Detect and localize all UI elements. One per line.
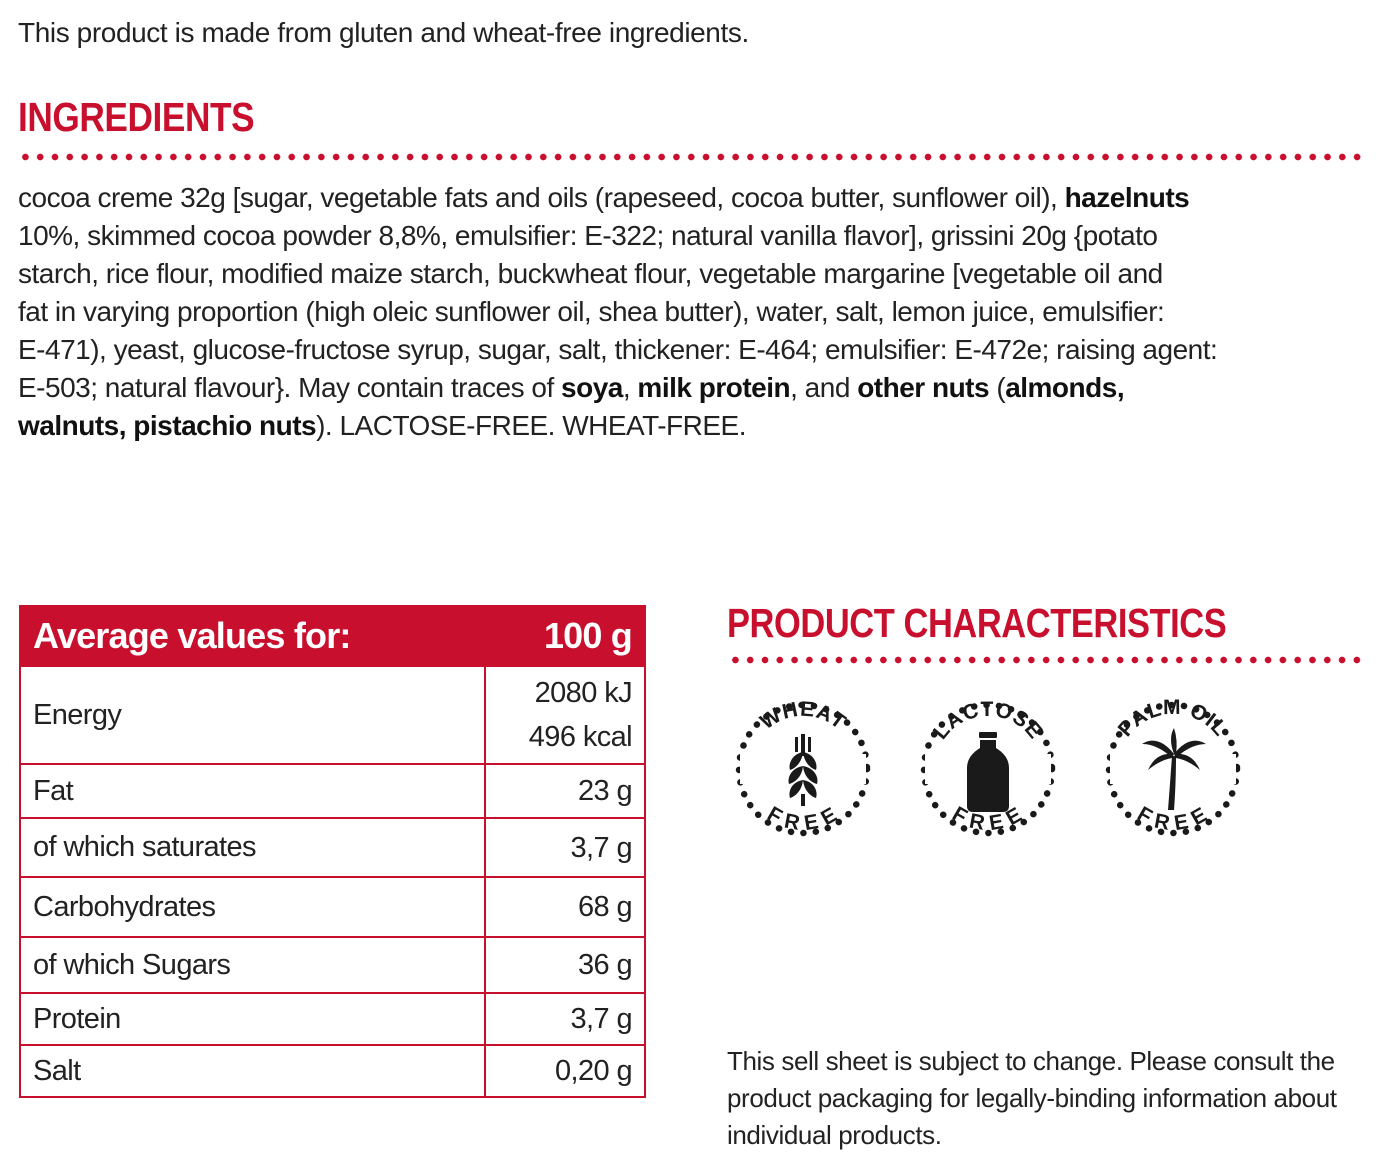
ingredients-text: cocoa creme 32g [sugar, vegetable fats a… <box>18 179 1368 445</box>
ingredient-text: starch, rice flour, modified maize starc… <box>18 258 1163 289</box>
nutrition-row-energy: Energy 2080 kJ 496 kcal <box>19 665 646 765</box>
ingredients-line: starch, rice flour, modified maize starc… <box>18 255 1368 293</box>
badge-top-label: WHEAT <box>756 698 850 735</box>
energy-kj-value: 2080 kJ <box>534 677 633 709</box>
wheat-free-badge: WHEAT FREE <box>735 698 871 837</box>
nutrition-label: Carbohydrates <box>19 876 486 938</box>
nutrition-label: of which saturates <box>19 817 486 878</box>
ingredient-text: E-471), yeast, glucose-fructose syrup, s… <box>18 334 1218 365</box>
nutrition-header-row: Average values for: 100 g <box>19 605 646 667</box>
nutrition-row-fat: Fat 23 g <box>19 763 646 819</box>
ingredients-dotted-divider <box>18 153 1364 161</box>
nutrition-label: of which Sugars <box>19 936 486 994</box>
characteristics-dotted-divider <box>728 656 1368 664</box>
ingredient-text: ( <box>989 372 1006 403</box>
nutrition-value: 68 g <box>484 876 646 938</box>
allergen-text: hazelnuts <box>1064 182 1190 213</box>
ingredient-text: fat in varying proportion (high oleic su… <box>18 296 1165 327</box>
ingredient-text: , <box>622 372 638 403</box>
nutrition-row-saturates: of which saturates 3,7 g <box>19 817 646 878</box>
ingredient-text: cocoa creme 32g [sugar, vegetable fats a… <box>18 182 1065 213</box>
nutrition-row-protein: Protein 3,7 g <box>19 992 646 1046</box>
allergen-text: other nuts <box>857 372 990 403</box>
lactose-free-badge: LACTOSE FREE <box>920 698 1056 837</box>
ingredients-line: walnuts, pistachio nuts). LACTOSE-FREE. … <box>18 407 1368 445</box>
nutrition-value: 3,7 g <box>484 817 646 878</box>
nutrition-header-label: Average values for: <box>19 605 486 667</box>
nutrition-value: 36 g <box>484 936 646 994</box>
ingredients-line: cocoa creme 32g [sugar, vegetable fats a… <box>18 179 1368 217</box>
dotted-ring <box>920 701 1056 837</box>
ingredients-line: E-471), yeast, glucose-fructose syrup, s… <box>18 331 1368 369</box>
characteristics-heading: PRODUCT CHARACTERISTICS <box>727 600 1227 646</box>
nutrition-value: 2080 kJ 496 kcal <box>484 665 646 765</box>
ingredients-heading: INGREDIENTS <box>18 94 255 140</box>
allergen-text: almonds, <box>1005 372 1125 403</box>
energy-kcal-value: 496 kcal <box>528 721 633 753</box>
allergen-text: soya <box>561 372 623 403</box>
ingredients-line: 10%, skimmed cocoa powder 8,8%, emulsifi… <box>18 217 1368 255</box>
ingredient-text: ). LACTOSE-FREE. WHEAT-FREE. <box>316 410 746 441</box>
nutrition-value: 23 g <box>484 763 646 819</box>
milk-bottle-icon <box>967 732 1009 812</box>
nutrition-row-sugars: of which Sugars 36 g <box>19 936 646 994</box>
disclaimer-text: This sell sheet is subject to change. Pl… <box>727 1046 1337 1150</box>
nutrition-header-value: 100 g <box>484 605 646 667</box>
ingredient-text: E-503; natural flavour}. May contain tra… <box>18 372 562 403</box>
nutrition-label: Energy <box>19 665 486 765</box>
nutrition-row-carbohydrates: Carbohydrates 68 g <box>19 876 646 938</box>
allergen-text: milk protein <box>637 372 791 403</box>
palm-oil-free-badge: PALM OIL FREE <box>1105 696 1241 837</box>
allergen-text: walnuts, pistachio nuts <box>18 410 317 441</box>
nutrition-table: Average values for: 100 g Energy 2080 kJ… <box>19 605 646 1098</box>
ingredient-text: , and <box>790 372 858 403</box>
palm-tree-icon <box>1142 728 1206 810</box>
dotted-ring <box>1105 701 1241 837</box>
dotted-ring <box>735 701 871 837</box>
wheat-icon <box>788 734 818 806</box>
nutrition-label: Salt <box>19 1044 486 1098</box>
nutrition-label: Protein <box>19 992 486 1046</box>
nutrition-label: Fat <box>19 763 486 819</box>
ingredients-line: fat in varying proportion (high oleic su… <box>18 293 1368 331</box>
ingredient-text: 10%, skimmed cocoa powder 8,8%, emulsifi… <box>18 220 1158 251</box>
nutrition-value: 0,20 g <box>484 1044 646 1098</box>
ingredients-line: E-503; natural flavour}. May contain tra… <box>18 369 1368 407</box>
nutrition-row-salt: Salt 0,20 g <box>19 1044 646 1098</box>
intro-text: This product is made from gluten and whe… <box>18 17 749 48</box>
nutrition-value: 3,7 g <box>484 992 646 1046</box>
